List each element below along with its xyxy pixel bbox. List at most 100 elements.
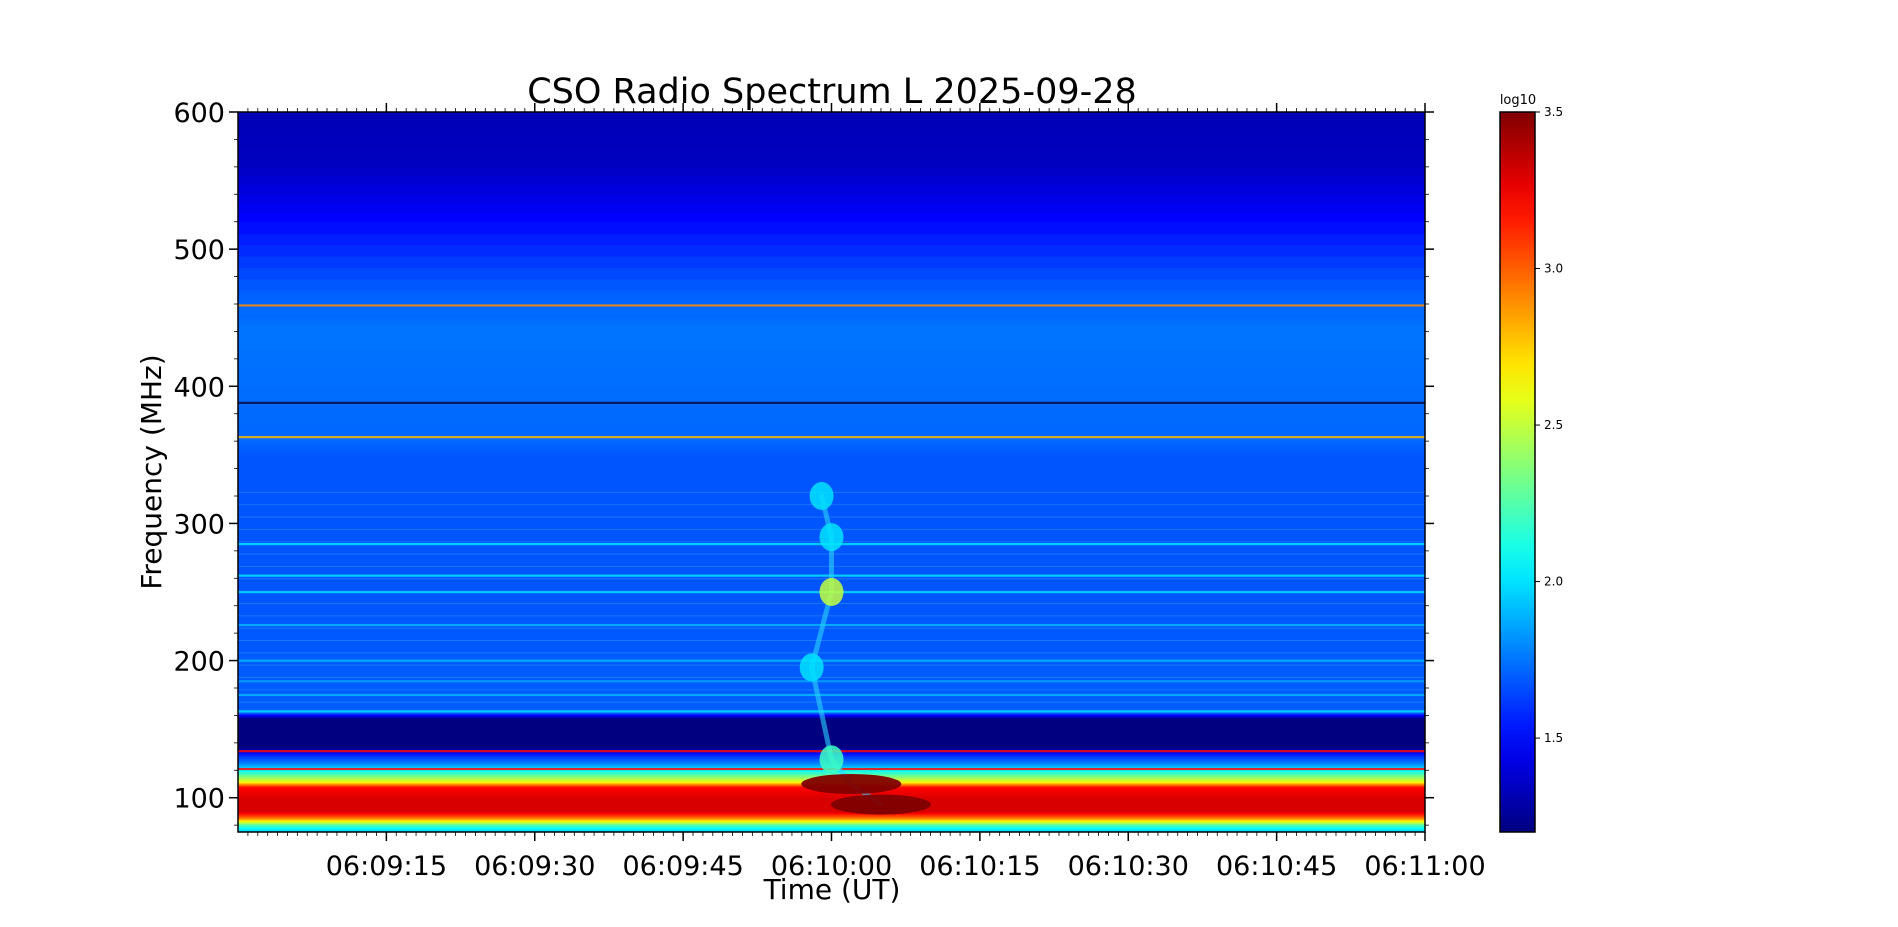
spectrum-band [238,824,1425,826]
spectrum-band [238,692,1425,714]
spectrum-band [238,814,1425,817]
spectrum-band [238,157,1425,168]
x-tick-label: 06:10:45 [1216,851,1337,882]
spectrum-band [238,212,1425,223]
spectrum-band [238,829,1425,832]
burst-point [819,578,844,606]
spectrum-band [238,652,1425,674]
y-axis-label: Frequency (MHz) [135,354,168,589]
spectrum-band [238,826,1425,829]
spectrum-band [238,727,1425,734]
x-tick-label: 06:09:45 [622,851,743,882]
spectrum-band [238,816,1425,818]
spectrum-band [238,404,1425,424]
interference-line [238,640,1425,641]
colorbar-tick-label: 2.5 [1544,418,1563,432]
spectrum-band [238,166,1425,177]
interference-line [238,693,1425,697]
x-tick-label: 06:09:30 [474,851,595,882]
spectrum-band [238,448,1425,451]
y-tick-label: 300 [173,509,225,540]
spectrum-band [238,715,1425,717]
spectrum-band [238,176,1425,186]
spectrum-band [238,818,1425,821]
spectrum-band [238,185,1425,195]
burst-point [830,794,931,815]
spectrum-band [238,811,1425,814]
spectrum-band [238,368,1425,387]
spectrum-band [238,443,1425,447]
spectrum-band [238,732,1425,738]
spectrum-band [238,130,1425,141]
spectrum-band [238,349,1425,369]
spectrum-band [238,828,1425,831]
spectrum-band [238,737,1425,743]
interference-line [238,436,1425,439]
spectrum-band [238,773,1425,775]
colorbar: log10 1.5 2.0 2.5 3.0 3.5 [1499,93,1563,833]
interference-line [238,627,1425,629]
y-tick-label: 500 [173,235,225,266]
spectrum-band [238,800,1425,803]
spectrum-band [238,194,1425,205]
spectrum-band [238,825,1425,827]
burst-point [799,653,824,682]
spectrum-band [238,317,1425,326]
interference-line [238,504,1425,506]
colorbar-tick-label: 1.5 [1544,731,1563,745]
colorbar-tick-label: 3.0 [1544,262,1563,276]
spectrum-band [238,148,1425,159]
x-tick-label: 06:10:30 [1068,851,1189,882]
spectrum-band [238,712,1425,715]
interference-line [238,710,1425,713]
x-axis: 06:09:15 06:09:30 06:09:45 06:10:00 06:10:15… [247,103,1486,882]
spectrum-band [238,717,1425,719]
spectrum-band [238,422,1425,442]
y-tick-label: 400 [173,372,225,403]
burst-point [801,774,902,794]
interference-line [238,401,1425,404]
x-tick-label: 06:10:00 [771,851,892,882]
spectrum-band [238,809,1425,813]
x-axis-label: Time (UT) [763,873,901,906]
spectrum-band [238,244,1425,257]
spectrum-band [238,112,1425,122]
colorbar-fill [1499,111,1536,833]
interference-line [238,304,1425,307]
spectrum-band [238,290,1425,298]
spectrum-band [238,819,1425,822]
spectrum-band [238,812,1425,815]
y-axis: 100 200 300 400 500 600 [173,98,1434,826]
spectrum-band [238,797,1425,801]
spectrum-band [238,713,1425,716]
burst-point [809,482,834,510]
x-tick-label: 06:10:15 [919,851,1040,882]
spectrum-band [238,822,1425,825]
spectrum-band [238,792,1425,795]
y-tick-label: 600 [173,98,225,129]
y-tick-label: 100 [173,784,225,815]
spectrum-band [238,716,1425,718]
interference-line [238,516,1425,518]
x-tick-label: 06:11:00 [1364,851,1485,882]
interference-line [238,623,1425,627]
colorbar-label: log10 [1500,93,1536,108]
spectrum-band [238,331,1425,351]
spectrogram-plot [238,112,1425,832]
y-tick-label: 200 [173,647,225,678]
spectrum-band [238,714,1425,717]
spectrum-band [238,297,1425,305]
burst-point [819,745,844,774]
spectrum-band [238,632,1425,653]
spectrum-band [238,827,1425,830]
interference-line [238,677,1425,679]
spectrum-band [238,806,1425,810]
spectrum-band [238,304,1425,312]
spectrum-band [238,221,1425,234]
spectrum-band [238,256,1425,269]
spectrum-band [238,203,1425,214]
interference-line [238,701,1425,703]
colorbar-tick-label: 3.5 [1544,105,1563,119]
spectrum-band [238,233,1425,246]
x-tick-label: 06:09:15 [326,851,447,882]
